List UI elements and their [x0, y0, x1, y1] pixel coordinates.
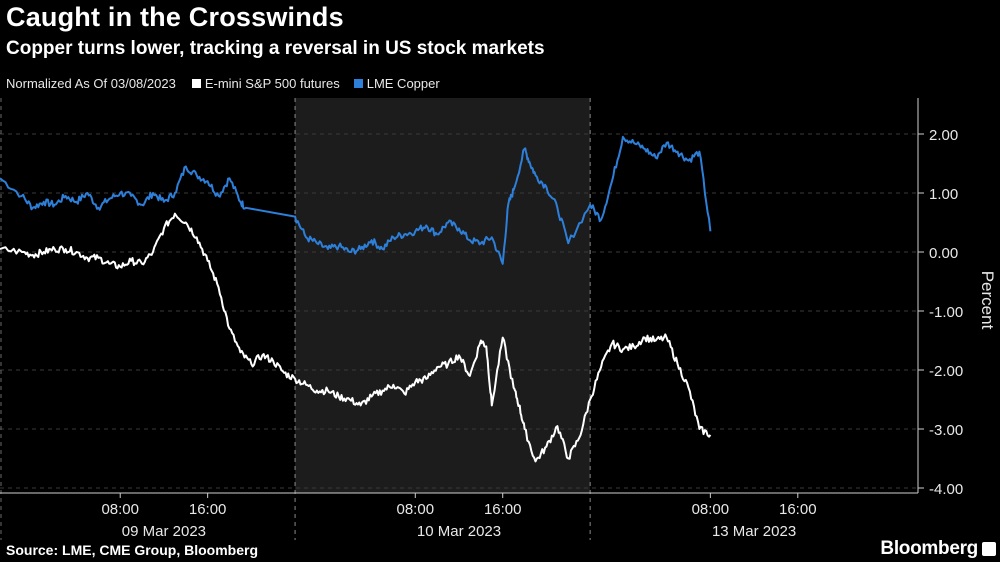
y-tick-label: -2.00: [929, 363, 963, 380]
brand-logo-text: Bloomberg: [880, 538, 978, 559]
y-tick-label: 1.00: [929, 186, 958, 203]
x-day-label: 13 Mar 2023: [712, 523, 796, 540]
y-tick-label: -3.00: [929, 422, 963, 439]
legend-note: Normalized As Of 03/08/2023: [6, 76, 176, 91]
legend-swatch-copper: [353, 79, 363, 88]
legend-item-sp500: E-mini S&P 500 futures: [191, 76, 340, 91]
legend-label-sp500: E-mini S&P 500 futures: [204, 76, 340, 91]
legend-item-copper: LME Copper: [353, 76, 440, 91]
x-tick-label: 08:00: [101, 501, 139, 518]
x-tick-label: 16:00: [484, 501, 522, 518]
x-day-label: 09 Mar 2023: [122, 523, 206, 540]
source-note: Source: LME, CME Group, Bloomberg: [6, 542, 259, 558]
x-day-label: 10 Mar 2023: [417, 523, 501, 540]
legend-swatch-sp500: [191, 79, 201, 88]
y-tick-label: 2.00: [929, 127, 958, 144]
chart-title: Caught in the Crosswinds: [6, 2, 344, 32]
x-tick-label: 16:00: [779, 501, 817, 518]
legend: Normalized As Of 03/08/2023 E-mini S&P 5…: [6, 76, 454, 91]
y-tick-label: -4.00: [929, 481, 963, 498]
x-tick-label: 08:00: [692, 501, 730, 518]
series-line-sp500-futures: [0, 212, 712, 463]
x-tick-label: 16:00: [189, 501, 227, 518]
series-line-lme-copper: [0, 135, 712, 265]
brand-chart-icon: [982, 542, 996, 556]
y-tick-label: 0.00: [929, 245, 958, 262]
legend-label-copper: LME Copper: [366, 76, 440, 91]
y-axis-label: Percent: [978, 271, 997, 330]
x-tick-label: 08:00: [397, 501, 435, 518]
shaded-day-region: [295, 98, 591, 493]
y-tick-label: -1.00: [929, 304, 963, 321]
chart-subtitle: Copper turns lower, tracking a reversal …: [6, 38, 545, 59]
